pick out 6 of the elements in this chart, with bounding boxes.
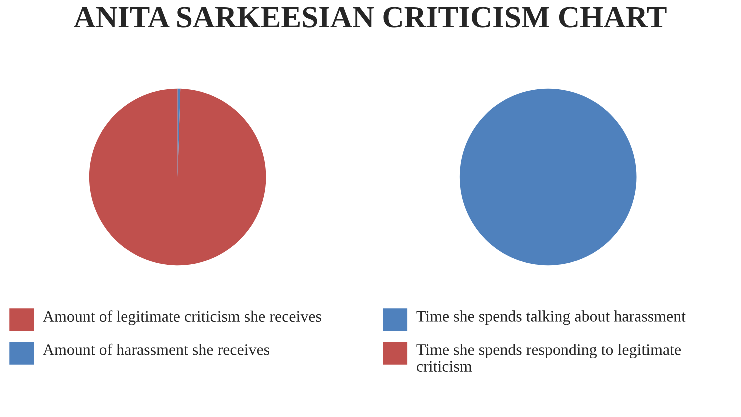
chart-title: ANITA SARKEESIAN CRITICISM CHART [74, 7, 667, 28]
pie-slice [89, 88, 266, 266]
legend-label: Time she spends talking about harassment [416, 310, 686, 326]
legend-label: Amount of harassment she receives [43, 344, 270, 356]
legend-label: Amount of legitimate criticism she receives [43, 310, 322, 326]
legend-label: Time she spends responding to legitimate criticism [416, 344, 682, 372]
